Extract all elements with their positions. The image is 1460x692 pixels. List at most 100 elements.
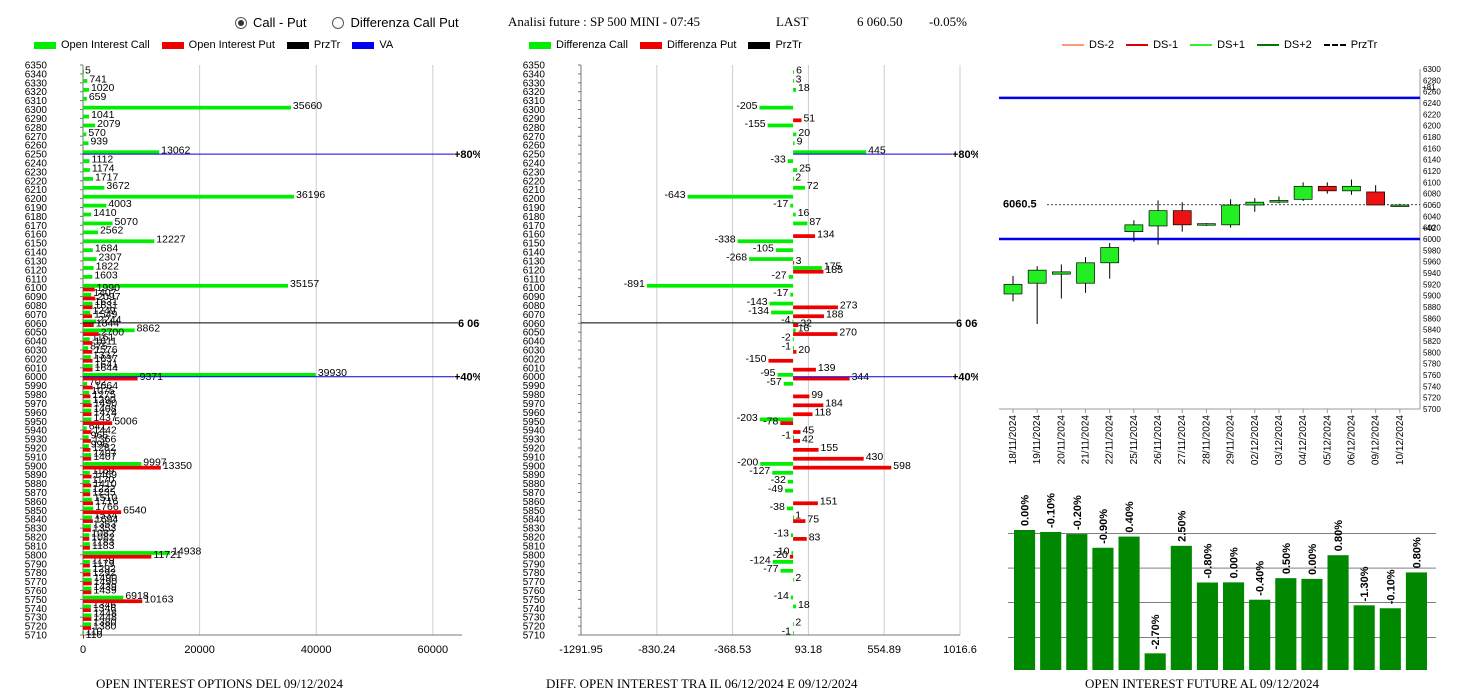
radio-call-put[interactable]: Call - Put bbox=[235, 15, 306, 30]
va-label: +80% bbox=[952, 149, 978, 161]
bar bbox=[83, 141, 89, 146]
caption-future: OPEN INTEREST FUTURE AL 09/12/2024 bbox=[1085, 676, 1320, 691]
candle-body bbox=[1366, 191, 1385, 206]
data-label: 18 bbox=[798, 82, 810, 94]
legend-item: PrzTr bbox=[748, 39, 802, 51]
x-tick-label: 19/11/2024 bbox=[1032, 415, 1043, 465]
y-tick-label: 6100 bbox=[25, 283, 48, 294]
bar bbox=[83, 221, 113, 226]
bar bbox=[83, 408, 92, 413]
y-tick-label: 5940 bbox=[523, 426, 546, 437]
y-tick-label: 6040 bbox=[1423, 212, 1441, 221]
va-label: +40% bbox=[454, 372, 480, 384]
y-tick-label: 6200 bbox=[523, 194, 546, 205]
y-tick-label: 5940 bbox=[1423, 269, 1441, 278]
y-tick-label: 6010 bbox=[25, 363, 48, 374]
data-label: 1380 bbox=[93, 620, 117, 632]
y-tick-label: 6150 bbox=[25, 239, 48, 250]
y-tick-label: 6220 bbox=[1423, 110, 1441, 119]
y-tick-label: 6020 bbox=[1423, 224, 1441, 233]
bar bbox=[775, 248, 794, 253]
bar bbox=[83, 545, 90, 550]
y-tick-label: 6220 bbox=[25, 176, 48, 187]
radio-differenza[interactable]: Differenza Call Put bbox=[332, 15, 459, 30]
y-tick-label: 5960 bbox=[523, 408, 546, 419]
bar bbox=[83, 310, 91, 315]
bar bbox=[793, 622, 795, 627]
data-label: 9 bbox=[797, 136, 803, 148]
y-tick-label: 6000 bbox=[1423, 235, 1441, 244]
y-tick-label: 5760 bbox=[523, 586, 546, 597]
radio-differenza-indicator[interactable] bbox=[332, 16, 345, 29]
bar bbox=[83, 185, 105, 190]
data-label: 1641 bbox=[95, 358, 119, 370]
y-tick-label: 6310 bbox=[523, 96, 546, 107]
data-label: -0.40% bbox=[1255, 561, 1267, 596]
y-tick-label: 6270 bbox=[25, 132, 48, 143]
legend-label: DS+1 bbox=[1217, 39, 1245, 51]
data-label: 1490 bbox=[94, 572, 118, 584]
data-label: 1603 bbox=[94, 269, 118, 281]
y-tick-label: 6300 bbox=[1423, 65, 1441, 74]
y-tick-label: 5830 bbox=[523, 524, 546, 535]
y-tick-label: 6100 bbox=[1423, 178, 1441, 187]
bar bbox=[793, 501, 818, 506]
y-tick-label: 6110 bbox=[523, 274, 545, 285]
bar bbox=[83, 381, 88, 386]
bar bbox=[83, 435, 89, 440]
data-label: 2 bbox=[795, 572, 801, 584]
bar bbox=[83, 430, 92, 434]
data-label: 273 bbox=[840, 300, 858, 312]
diff-open-interest-chart: -1291.95 -830.24 -368.53 93.18 554.89 1016.6 6… bbox=[523, 61, 978, 657]
y-tick-label: 6090 bbox=[25, 292, 48, 303]
bar bbox=[83, 367, 93, 372]
bar bbox=[83, 394, 91, 399]
bar bbox=[83, 212, 92, 217]
data-label: 966 bbox=[91, 430, 109, 442]
bar bbox=[790, 292, 794, 297]
y-tick-label: 6140 bbox=[25, 248, 48, 259]
y-tick-label: 5990 bbox=[523, 381, 546, 392]
bar bbox=[83, 177, 94, 181]
data-label: 939 bbox=[90, 136, 108, 148]
data-label: 1353 bbox=[93, 522, 117, 534]
y-tick-label: 5820 bbox=[1423, 337, 1441, 346]
bar bbox=[83, 296, 96, 301]
data-label: 32 bbox=[800, 318, 812, 330]
y-tick-label: 5940 bbox=[25, 426, 48, 437]
bar bbox=[83, 346, 89, 350]
candle-body bbox=[1342, 185, 1361, 192]
data-label: 118 bbox=[814, 407, 831, 419]
y-tick-label: 6320 bbox=[25, 87, 48, 98]
y-tick-label: 6120 bbox=[25, 265, 48, 276]
bar bbox=[83, 515, 92, 520]
data-label: 1410 bbox=[93, 478, 117, 490]
y-tick-label: 6110 bbox=[25, 274, 47, 285]
y-tick-label: 5860 bbox=[25, 497, 48, 508]
data-label: -14 bbox=[774, 590, 789, 602]
bar bbox=[83, 426, 87, 431]
bar bbox=[1066, 534, 1088, 670]
bar bbox=[777, 372, 794, 377]
va-level-label: +81 bbox=[1422, 83, 1436, 92]
bar bbox=[83, 358, 93, 363]
bar bbox=[793, 447, 819, 452]
bar bbox=[793, 132, 797, 137]
bar bbox=[83, 105, 291, 110]
y-tick-label: 6000 bbox=[25, 372, 48, 383]
y-tick-label: 5710 bbox=[523, 631, 546, 642]
y-tick-label: 6340 bbox=[25, 69, 48, 80]
va-label: +40% bbox=[952, 372, 978, 384]
data-label: 741 bbox=[89, 73, 107, 85]
bar bbox=[1327, 555, 1349, 670]
bar bbox=[793, 212, 796, 217]
legend-swatch bbox=[1126, 44, 1149, 46]
bar bbox=[83, 203, 107, 208]
bar bbox=[83, 123, 96, 128]
data-label: 1442 bbox=[93, 424, 117, 436]
data-label: 1290 bbox=[93, 394, 117, 406]
y-tick-label: 6050 bbox=[25, 328, 48, 339]
bar bbox=[786, 506, 794, 511]
data-label: 20 bbox=[798, 344, 810, 356]
radio-call-put-indicator[interactable] bbox=[235, 16, 247, 29]
